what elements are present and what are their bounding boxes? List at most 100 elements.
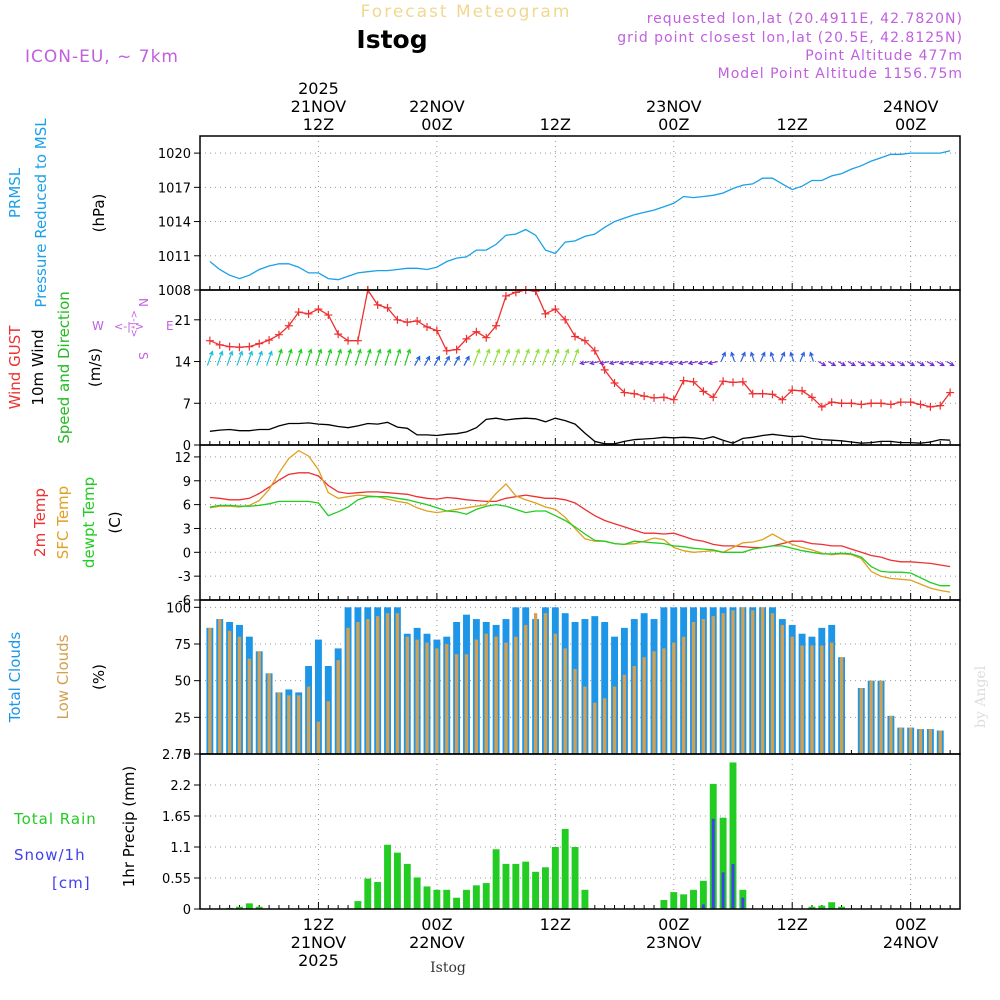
gust-marker — [778, 395, 787, 404]
rain-bar — [502, 863, 510, 909]
rain-bar — [463, 889, 470, 909]
panel-label: Speed and Direction — [55, 291, 73, 444]
wind-direction-arrow — [463, 355, 470, 366]
low-cloud-bar — [839, 657, 844, 754]
rain-bar — [542, 867, 549, 909]
wind-direction-arrow — [769, 351, 775, 362]
low-cloud-bar — [908, 727, 913, 754]
footer-location: Istog — [430, 960, 466, 976]
panel-label: Wind GUST — [6, 325, 24, 410]
rain-bar — [354, 901, 362, 909]
rain-bar — [828, 902, 836, 909]
low-cloud-bar — [691, 622, 696, 754]
y-tick-label: 25 — [174, 711, 191, 726]
wind-direction-arrow — [887, 361, 896, 367]
wind-direction-arrow — [697, 360, 709, 366]
bottom-time-label: 12Z — [303, 915, 334, 934]
bottom-time-label: 12Z — [777, 915, 808, 934]
gust-marker — [571, 332, 580, 341]
gust-marker — [650, 393, 659, 402]
snow-bar — [721, 872, 725, 909]
y-tick-label: 100 — [166, 601, 191, 616]
gust-marker — [590, 346, 599, 355]
low-cloud-bar — [741, 607, 745, 754]
y-tick-label: 0 — [183, 903, 191, 918]
panel-frame — [199, 135, 961, 291]
gust-marker — [255, 339, 264, 348]
y-tick-label: 3 — [183, 522, 191, 537]
wind-direction-arrow — [847, 361, 857, 367]
low-cloud-bar — [553, 633, 558, 754]
wind-direction-arrow — [730, 351, 736, 362]
snow-bar — [731, 863, 735, 909]
legend-cm: [cm] — [52, 874, 91, 892]
wind-direction-arrow — [453, 355, 460, 366]
gust-marker — [916, 400, 925, 409]
gust-marker — [728, 378, 737, 387]
gust-marker — [699, 387, 708, 396]
gust-marker — [314, 305, 323, 314]
panel-0: 1008 1011 1014 1017 1020 PRMSL Pressure Reduce… — [6, 118, 961, 308]
rain-bar — [808, 906, 816, 909]
panel-label: 2m Temp — [31, 488, 49, 557]
wind-direction-arrow — [608, 360, 620, 366]
y-tick-label: 1.65 — [162, 810, 191, 825]
location-title: Istog — [356, 25, 427, 54]
low-cloud-bar — [672, 642, 676, 754]
low-cloud-bar — [218, 619, 222, 754]
low-cloud-bar — [721, 613, 725, 754]
gust-marker — [709, 393, 718, 402]
low-cloud-bar — [425, 642, 429, 754]
y-axis-label: 1hr Precip (mm) — [120, 766, 138, 887]
rain-bar — [472, 885, 480, 909]
gust-marker — [541, 309, 550, 318]
low-cloud-bar — [632, 666, 636, 754]
gust-marker — [807, 393, 816, 402]
rain-bar — [364, 878, 372, 909]
low-cloud-bar — [543, 613, 548, 754]
rain-bar — [236, 906, 243, 909]
wind-direction-arrow — [492, 348, 501, 366]
top-time-label: 12Z — [303, 115, 334, 134]
total-cloud-bar — [314, 639, 322, 754]
wind-direction-arrow — [256, 350, 263, 366]
compass-arrows: <-|-> — [114, 320, 144, 333]
rain-bar — [729, 762, 737, 909]
panel-label: Total Clouds — [6, 632, 24, 724]
wind-direction-arrow — [789, 351, 795, 362]
rain-bar — [699, 880, 707, 909]
y-tick-label: 0.55 — [162, 872, 191, 887]
y-axis-label: (C) — [106, 511, 124, 533]
gust-marker — [906, 398, 915, 407]
gust-marker — [669, 395, 678, 404]
wind-direction-arrow — [877, 361, 886, 367]
wind-direction-arrow — [707, 360, 718, 366]
low-cloud-bar — [602, 698, 607, 754]
y-tick-label: 1017 — [158, 181, 191, 196]
low-cloud-bar — [464, 654, 469, 754]
top-time-label: 21NOV — [291, 97, 347, 116]
low-cloud-bar — [267, 673, 271, 754]
rain-bar — [719, 817, 727, 909]
low-cloud-bar — [405, 636, 409, 754]
panel-label: dewpt Temp — [80, 477, 98, 568]
bottom-time-label: 24NOV — [883, 933, 939, 952]
wind-direction-arrow — [740, 351, 746, 362]
y-axis-label: (%) — [90, 664, 108, 690]
gust-marker — [798, 386, 807, 395]
low-cloud-bar — [810, 645, 814, 754]
gust-marker — [334, 330, 343, 339]
gust-marker — [896, 398, 905, 407]
gust-marker — [245, 342, 254, 351]
gust-marker — [551, 305, 560, 314]
gust-marker — [877, 399, 886, 408]
rain-bar — [443, 889, 451, 909]
y-tick-label: -6 — [178, 594, 191, 609]
wind-direction-arrow — [628, 360, 639, 366]
low-cloud-bar — [583, 686, 587, 754]
y-tick-label: 1020 — [158, 147, 191, 162]
rain-bar — [838, 906, 846, 909]
rain-bar — [690, 889, 697, 909]
gust-marker — [274, 330, 283, 339]
